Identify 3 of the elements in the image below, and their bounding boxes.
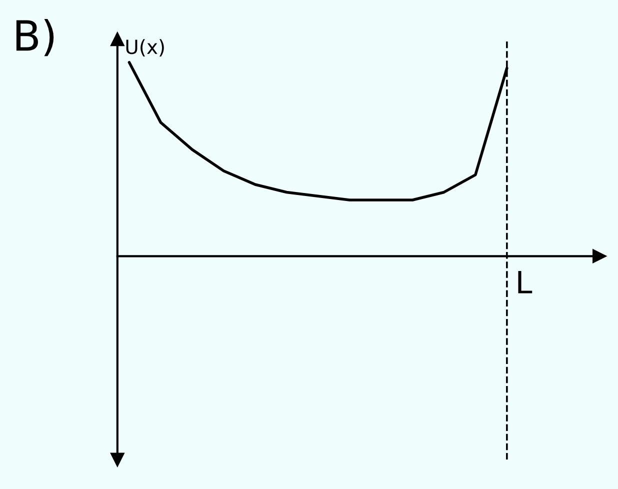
y-axis-title: U(x)	[126, 39, 164, 56]
chart-title: B)	[16, 19, 54, 56]
text: L	[518, 271, 532, 294]
